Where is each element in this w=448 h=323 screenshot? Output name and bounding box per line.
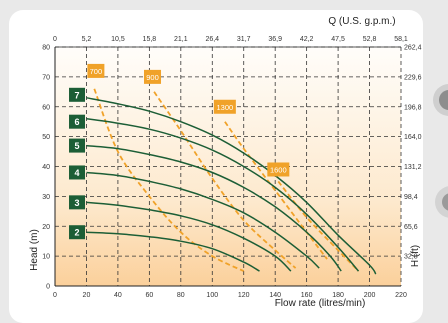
pump-label-text: 3 [75, 198, 80, 208]
power-label-text: 700 [90, 67, 103, 76]
top-tick-label: 31,7 [237, 36, 251, 43]
pump-label-text: 7 [75, 90, 80, 100]
power-label-1300: 1300 [213, 99, 236, 114]
y-tick-label: 10 [42, 254, 50, 261]
y-tick-label: 30 [42, 194, 50, 201]
power-label-text: 900 [146, 73, 159, 82]
x-tick-label: 0 [53, 292, 57, 299]
top-tick-label: 26,4 [205, 36, 219, 43]
pump-label-text: 2 [75, 228, 80, 238]
pump-curve-2 [86, 231, 260, 272]
pump-curve-6 [86, 117, 360, 272]
top-tick-label: 42,2 [300, 36, 314, 43]
x-tick-label: 160 [301, 292, 313, 299]
top-tick-label: 21,1 [174, 36, 188, 43]
power-label-box [213, 99, 236, 114]
right-tick-label: 65,6 [404, 224, 418, 231]
y-tick-label: 50 [42, 134, 50, 141]
right-tick-label: 196,8 [404, 104, 422, 111]
pump-label-7: 7 [69, 87, 86, 102]
x-tick-label: 20 [83, 292, 91, 299]
pump-label-box [69, 87, 86, 102]
power-curve-1600 [277, 180, 360, 272]
power-curve-1300 [224, 121, 328, 260]
top-tick-label: 10,5 [111, 36, 125, 43]
x-tick-label: 180 [332, 292, 344, 299]
top-tick-label: 47,5 [331, 36, 345, 43]
x-tick-label: 200 [364, 292, 376, 299]
top-tick-label: 36,9 [268, 36, 282, 43]
power-label-box [144, 69, 162, 84]
pump-performance-chart: 0 20 40 60 80 100 120 140 160 180 200 2200102030405… [29, 16, 422, 309]
pump-label-5: 5 [69, 138, 86, 153]
power-label-900: 900 [144, 69, 162, 84]
y-tick-label: 60 [42, 104, 50, 111]
x-tick-label: 120 [238, 292, 250, 299]
pump-curve-7 [86, 97, 377, 275]
power-curve-900 [153, 91, 297, 269]
pump-curve-3 [86, 201, 292, 272]
x-tick-label: 60 [145, 292, 153, 299]
top-tick-label: 15,8 [143, 36, 157, 43]
y-tick-label: 80 [42, 45, 50, 52]
pump-label-text: 4 [75, 168, 80, 178]
right-tick-label: 164,0 [404, 134, 422, 141]
left-axis-title: Head (m) [29, 229, 40, 271]
bottom-axis-title: Flow rate (litres/min) [275, 298, 366, 309]
chart-card: 0 20 40 60 80 100 120 140 160 180 200 220 0 10 20 30 40 5… [9, 10, 423, 323]
power-curve-700 [93, 88, 245, 272]
x-tick-label: 40 [114, 292, 122, 299]
right-tick-label: 131,2 [404, 164, 422, 171]
x-tick-label: 140 [269, 292, 281, 299]
right-tick-label: 32,8 [404, 254, 418, 261]
y-tick-label: 70 [42, 74, 50, 81]
top-tick-label: 0 [53, 36, 57, 43]
power-label-1600: 1600 [267, 162, 290, 177]
right-tick-label: 98,4 [404, 194, 418, 201]
top-tick-label: 5,2 [82, 36, 92, 43]
pump-curve-4 [86, 171, 320, 269]
power-label-box [87, 63, 105, 78]
pump-label-box [69, 138, 86, 153]
right-tick-label: 262,4 [404, 45, 422, 52]
pump-label-box [69, 114, 86, 129]
right-tick-label: 229,6 [404, 74, 422, 81]
top-tick-label: 52,8 [363, 36, 377, 43]
pump-label-4: 4 [69, 165, 86, 180]
x-tick-label: 80 [177, 292, 185, 299]
pump-label-text: 6 [75, 117, 80, 127]
side-decoration [433, 84, 448, 218]
pump-label-3: 3 [69, 195, 86, 210]
x-tick-label: 220 [395, 292, 407, 299]
x-tick-label: 100 [206, 292, 218, 299]
pump-label-box [69, 165, 86, 180]
pump-label-box [69, 195, 86, 210]
power-label-text: 1300 [217, 103, 234, 112]
pump-label-6: 6 [69, 114, 86, 129]
pump-label-2: 2 [69, 225, 86, 240]
pump-curve-5 [86, 144, 342, 272]
top-tick-label: 58,1 [394, 36, 408, 43]
pump-label-text: 5 [75, 141, 80, 151]
power-label-text: 1600 [270, 165, 287, 174]
y-tick-label: 0 [46, 284, 50, 291]
y-tick-label: 20 [42, 224, 50, 231]
power-label-box [267, 162, 290, 177]
top-axis-title: Q (U.S. g.p.m.) [328, 16, 395, 27]
right-axis-title: H (ft) [410, 245, 421, 267]
y-tick-label: 40 [42, 164, 50, 171]
pump-label-box [69, 225, 86, 240]
power-label-700: 700 [87, 63, 105, 78]
